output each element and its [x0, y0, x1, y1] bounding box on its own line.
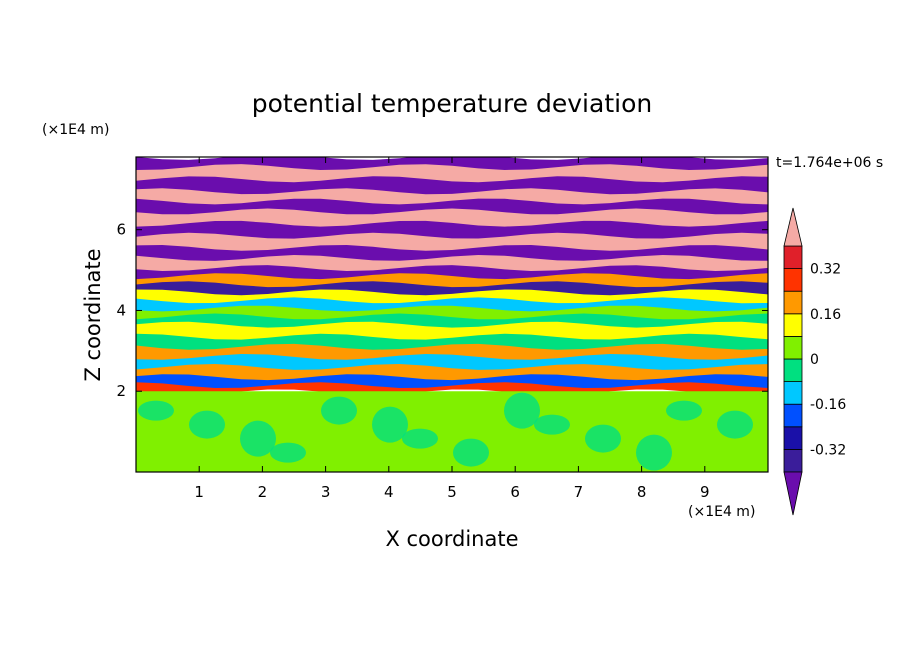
- x-tick-label: 5: [447, 483, 457, 501]
- colorbar-bin: [783, 426, 803, 450]
- colorbar-tick-label: 0.16: [810, 307, 841, 323]
- contour-band: [136, 164, 768, 184]
- x-tick-label: 6: [510, 483, 520, 501]
- contour-band: [136, 364, 768, 382]
- colorbar-tick-label: 0: [810, 352, 819, 368]
- x-tick-label: 2: [258, 483, 268, 501]
- contour-band: [136, 157, 768, 171]
- colorbar-max-triangle: [783, 207, 803, 247]
- contour-band: [136, 289, 768, 305]
- contour-patch: [717, 410, 753, 439]
- y-tick-label: 2: [116, 382, 126, 400]
- contour-patch: [402, 428, 438, 449]
- contour-band: [136, 343, 768, 361]
- colorbar-tick-label: 0.32: [810, 262, 841, 278]
- contour-band: [136, 305, 768, 321]
- contour-patch: [270, 442, 306, 463]
- x-tick-label: 9: [700, 483, 710, 501]
- colorbar-bin: [783, 290, 803, 315]
- colorbar-min-triangle: [783, 471, 803, 516]
- contour-band: [136, 313, 768, 329]
- contour-band: [136, 220, 768, 240]
- contour-fill-area: [136, 157, 768, 472]
- contour-patch: [240, 420, 276, 457]
- colorbar-bin: [783, 358, 803, 383]
- x-tick-label: 7: [574, 483, 584, 501]
- colorbar-bin: [783, 448, 803, 473]
- contour-band: [136, 382, 768, 396]
- contour-patch: [372, 406, 408, 443]
- contour-band: [136, 232, 768, 252]
- contour-patch: [321, 396, 357, 425]
- colorbar-bin: [783, 313, 803, 337]
- colorbar-bin: [783, 268, 803, 292]
- contour-band: [136, 265, 768, 281]
- x-tick-label: 8: [637, 483, 647, 501]
- contour-patch: [636, 434, 672, 471]
- contour-band: [136, 273, 768, 289]
- colorbar-tick-label: -0.32: [810, 442, 846, 458]
- colorbar-tick-label: -0.16: [810, 397, 846, 413]
- y-axis: 2 4 6: [116, 221, 768, 400]
- y-axis-label: Z coordinate: [81, 248, 105, 381]
- colorbar: 0.32 0.16 0 -0.16 -0.32: [783, 207, 846, 516]
- contour-patch: [138, 400, 174, 421]
- x-unit-label: (×1E4 m): [688, 504, 755, 520]
- y-tick-label: 4: [116, 301, 126, 319]
- x-axis: 1 2 3 4 5 6 7 8 9: [194, 157, 710, 501]
- colorbar-bin: [783, 381, 803, 405]
- contour-patch: [534, 414, 570, 435]
- x-tick-label: 3: [321, 483, 331, 501]
- contour-band: [136, 245, 768, 262]
- contour-patch: [453, 438, 489, 467]
- contour-band: [136, 208, 768, 228]
- contour-band: [136, 188, 768, 206]
- contour-band: [136, 198, 768, 216]
- y-tick-label: 6: [116, 221, 126, 239]
- contour-patch: [666, 400, 702, 421]
- x-tick-label: 1: [194, 483, 204, 501]
- contour-patch: [504, 392, 540, 429]
- contour-patch: [585, 424, 621, 453]
- x-tick-label: 4: [384, 483, 394, 501]
- colorbar-bin: [783, 335, 803, 360]
- contour-patch: [189, 410, 225, 439]
- colorbar-bin: [783, 403, 803, 428]
- contour-band: [136, 281, 768, 297]
- chart-title: potential temperature deviation: [252, 89, 652, 118]
- contour-band: [136, 333, 768, 351]
- x-axis-label: X coordinate: [385, 527, 518, 551]
- y-unit-label: (×1E4 m): [42, 122, 109, 138]
- contour-band: [136, 354, 768, 371]
- colorbar-bin: [783, 245, 803, 270]
- contour-band: [136, 374, 768, 389]
- time-label: t=1.764e+06 s: [776, 155, 883, 171]
- contour-band: [136, 176, 768, 196]
